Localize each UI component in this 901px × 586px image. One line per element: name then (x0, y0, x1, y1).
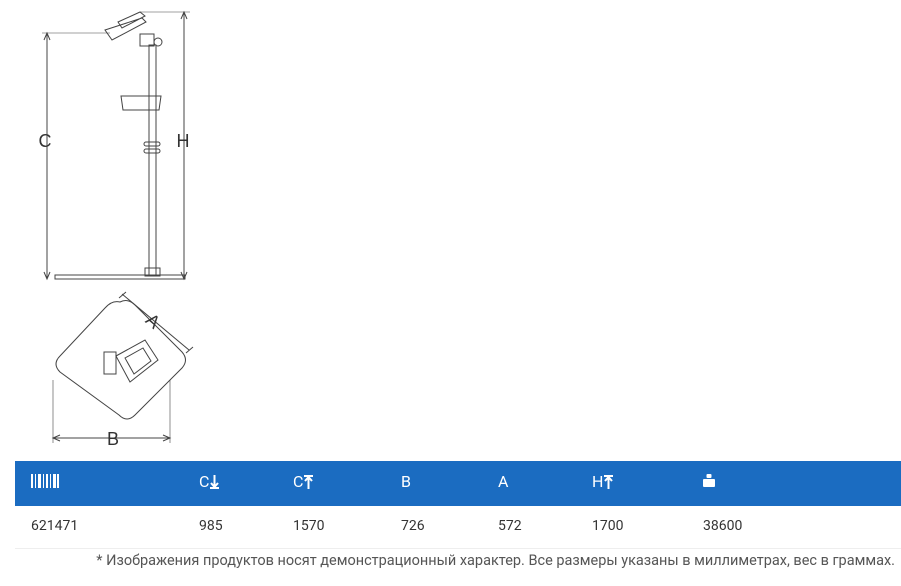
dimension-label: C (39, 131, 52, 151)
separator (15, 548, 901, 549)
arrow-up-icon (304, 474, 314, 489)
knob (153, 37, 163, 47)
table-header (15, 461, 901, 506)
header-cell: B (401, 472, 411, 491)
footnote: * Изображения продуктов носят демонстрац… (96, 552, 895, 569)
technical-drawing: C H A B (39, 10, 194, 449)
header-cell: C (199, 472, 220, 491)
clamp-top (115, 339, 159, 383)
weight-icon (703, 474, 715, 487)
base-outline (55, 300, 186, 420)
arrows (118, 291, 194, 354)
barcode-icon (31, 474, 59, 488)
post (148, 44, 157, 276)
clamp-body (139, 33, 155, 47)
base (54, 274, 186, 280)
tray (120, 95, 162, 111)
dimension-line (121, 293, 190, 351)
header-cell: C (293, 472, 314, 491)
head-top (103, 351, 117, 375)
clamp (143, 141, 161, 147)
clamp (143, 148, 161, 154)
arrows (43, 31, 51, 281)
post-foot (144, 267, 161, 277)
arrow-up-icon (604, 474, 614, 489)
table-cell: 985 (199, 518, 223, 534)
header-label: C (293, 472, 304, 491)
header-label: A (498, 472, 509, 491)
dimension-label: H (177, 131, 190, 151)
clamp-head (104, 11, 147, 41)
header-cell: A (498, 472, 508, 491)
table-cell: 38600 (703, 518, 743, 534)
table-cell: 726 (401, 518, 425, 534)
header-cell: H (592, 472, 614, 491)
clamp-inner (124, 347, 152, 375)
arrow-down-icon (210, 474, 220, 489)
table-cell: 1700 (592, 518, 624, 534)
table-cell: 621471 (31, 518, 79, 534)
table-cell: 1570 (293, 518, 325, 534)
header-label: C (199, 472, 210, 491)
dimension-label: B (107, 429, 119, 449)
header-label: H (592, 472, 604, 491)
header-label: B (401, 472, 411, 491)
table-cell: 572 (498, 518, 522, 534)
